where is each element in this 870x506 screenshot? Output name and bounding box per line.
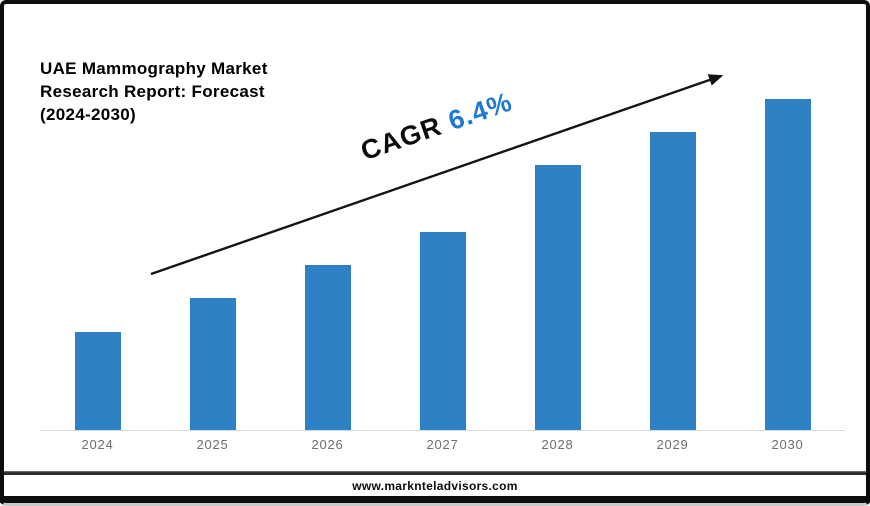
bar-2028	[534, 165, 581, 430]
x-tick-2027: 2027	[426, 437, 459, 452]
x-tick-2026: 2026	[311, 437, 344, 452]
footer-divider	[0, 471, 870, 475]
x-axis-labels: 2024 2025 2026 2027 2028 2029 2030	[40, 437, 845, 455]
footer-url: www.marknteladvisors.com	[352, 478, 518, 493]
bar-2029	[649, 132, 696, 430]
bar-2027	[419, 232, 466, 430]
bottom-black-bar	[0, 496, 870, 503]
bar-2030	[764, 99, 811, 430]
bar-2024	[74, 332, 121, 430]
bar-plot	[40, 99, 845, 430]
x-tick-2024: 2024	[81, 437, 114, 452]
x-tick-2030: 2030	[771, 437, 804, 452]
chart-title: UAE Mammography Market Research Report: …	[40, 57, 268, 126]
bar-2025	[189, 298, 236, 430]
footer-bar: www.marknteladvisors.com	[0, 475, 870, 496]
bar-2026	[304, 265, 351, 430]
x-tick-2028: 2028	[541, 437, 574, 452]
x-tick-2029: 2029	[656, 437, 689, 452]
x-tick-2025: 2025	[196, 437, 229, 452]
x-axis-line	[40, 430, 845, 431]
chart-title-line-3: (2024-2030)	[40, 105, 136, 124]
chart-title-line-1: UAE Mammography Market	[40, 59, 268, 78]
chart-title-line-2: Research Report: Forecast	[40, 82, 265, 101]
